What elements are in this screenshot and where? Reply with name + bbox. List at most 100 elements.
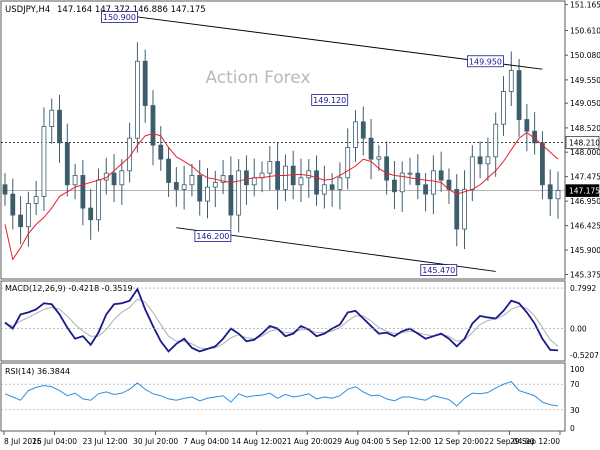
candle-body <box>41 126 47 197</box>
price-tick-label: 150.610 <box>570 27 600 36</box>
swing-label: 145.470 <box>420 264 458 276</box>
candle-body <box>282 165 288 190</box>
candle-body <box>64 142 70 186</box>
candle-body <box>298 177 304 186</box>
candle-body <box>57 109 62 144</box>
candle-body <box>173 182 179 190</box>
swing-label: 150.900 <box>101 11 138 23</box>
candle-body <box>392 179 397 193</box>
rsi-tick-label: 70 <box>570 380 580 389</box>
macd-lines <box>1 287 565 353</box>
candle-body <box>407 172 413 175</box>
macd-tick-label: 0.7992 <box>570 284 596 293</box>
time-tick-label: 12 Sep 20:00 <box>434 437 484 446</box>
candle-body <box>236 170 242 216</box>
moving-average <box>4 131 559 261</box>
price-panel-frame <box>0 0 566 280</box>
candle-body <box>524 119 530 132</box>
candle-body <box>353 121 358 148</box>
candle-body <box>462 189 467 230</box>
swing-label-box <box>311 94 349 106</box>
swing-label: 149.120 <box>311 94 349 106</box>
macd-axis: 0.7992 0.00 -0.5207 <box>570 284 599 360</box>
time-tick-label: 16 Jul 04:00 <box>32 437 77 446</box>
candle-body <box>88 207 94 221</box>
watermark: Action Forex <box>205 68 310 88</box>
price-axis: 151.165 150.610 150.080 149.550 149.050 148.5… <box>565 1 600 280</box>
candle-body <box>454 189 460 230</box>
candle-body <box>244 170 249 186</box>
rsi-axis: 100 70 30 0 <box>570 365 585 433</box>
candle-body <box>493 123 499 158</box>
price-tick-label: 146.950 <box>570 197 600 206</box>
ma-line <box>4 131 559 261</box>
macd-label: MACD(12,26,9) -0.4218 -0.3519 <box>5 284 133 293</box>
candle-body <box>314 170 319 195</box>
reference-level-tag-text: 148.210 <box>569 138 600 147</box>
swing-label-text: 149.950 <box>469 57 502 66</box>
rsi-tick-label: 0 <box>570 424 575 433</box>
candle-body <box>430 170 436 195</box>
time-tick-label: 29 Sep 12:00 <box>510 437 560 446</box>
rsi-line <box>1 381 565 411</box>
candle-body <box>33 196 39 204</box>
macd-tick-label: -0.5207 <box>570 351 599 360</box>
candle-body <box>150 105 156 146</box>
time-tick-label: 5 Sep 12:00 <box>386 437 432 446</box>
price-tick-label: 150.080 <box>570 51 600 60</box>
price-tick-label: 149.050 <box>570 99 600 108</box>
price-tags: 148.210 147.175 <box>565 136 600 197</box>
candle-body <box>547 184 553 200</box>
price-tick-label: 148.520 <box>570 124 600 133</box>
candle-body <box>438 170 444 181</box>
price-tick-label: 147.475 <box>570 173 600 182</box>
current-price-tag-box <box>565 184 600 197</box>
candle-body <box>166 158 171 183</box>
price-tick-label: 148.000 <box>570 148 600 157</box>
current-price-tag-text: 147.175 <box>569 187 600 196</box>
candle-body <box>555 190 561 200</box>
rsi-tick-label: 30 <box>570 406 580 415</box>
candle-body <box>49 109 55 127</box>
candle-body <box>516 70 522 120</box>
candle-body <box>501 91 506 125</box>
time-tick-label: 21 Aug 20:00 <box>282 437 333 446</box>
candle-body <box>376 156 382 160</box>
swing-label-text: 146.200 <box>196 232 229 241</box>
candle-body <box>469 156 475 190</box>
swing-label-box <box>420 264 458 276</box>
candle-body <box>251 177 257 186</box>
candle-body <box>205 186 210 202</box>
swing-label-box <box>467 55 504 68</box>
candle-body <box>329 184 335 190</box>
candle-body <box>18 214 23 228</box>
candle-body <box>360 121 366 139</box>
candle-body <box>189 175 195 186</box>
candle-body <box>228 175 234 216</box>
candle-body <box>111 172 117 186</box>
candle-body <box>337 177 343 190</box>
candle-body <box>197 175 203 202</box>
price-tick-label: 151.165 <box>570 1 600 10</box>
reference-level-tag-box <box>565 136 600 149</box>
time-tick-label: 29 Aug 04:00 <box>333 437 384 446</box>
rsi-line <box>4 381 559 407</box>
candle-body <box>345 147 351 179</box>
candle-body <box>267 161 273 174</box>
candle-body <box>2 184 8 195</box>
candle-body <box>508 70 514 92</box>
candle-body <box>540 142 545 186</box>
price-tick-label: 146.425 <box>570 222 600 231</box>
candle-body <box>135 60 140 139</box>
swing-label-text: 150.900 <box>103 13 136 22</box>
ohlc-values: 147.164 147.372 146.886 147.175 <box>57 5 206 15</box>
time-tick-label: 7 Aug 04:00 <box>183 437 229 446</box>
candle-body <box>321 184 327 195</box>
time-tick-label: 22 Sep 04:00 <box>484 437 534 446</box>
candle-body <box>477 156 483 165</box>
time-tick-label: 14 Aug 12:00 <box>231 437 282 446</box>
swing-label-text: 145.470 <box>422 266 455 275</box>
